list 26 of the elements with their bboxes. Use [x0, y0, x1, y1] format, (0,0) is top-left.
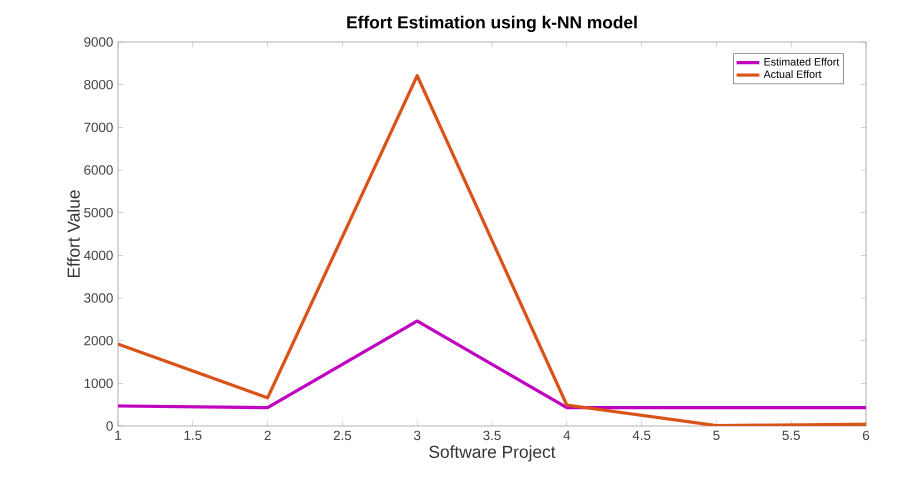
y-axis-title: Effort Value — [67, 190, 80, 278]
legend-label: Actual Effort — [764, 70, 822, 78]
y-tick-label: 1000 — [84, 378, 113, 388]
y-tick-label: 3000 — [84, 293, 113, 303]
x-tick-label: 6 — [862, 430, 870, 440]
y-tick-label: 0 — [106, 421, 113, 431]
x-tick-label: 5 — [713, 430, 720, 440]
y-tick-label: 5000 — [84, 208, 113, 218]
y-tick-label: 2000 — [84, 336, 113, 346]
chart-title: Effort Estimation using k-NN model — [347, 16, 637, 32]
y-tick-label: 7000 — [84, 122, 113, 132]
x-tick-label: 3 — [414, 430, 420, 440]
x-tick-label: 1 — [115, 430, 122, 440]
legend-label: Estimated Effort — [764, 58, 840, 66]
x-tick-label: 1.5 — [184, 430, 202, 440]
x-tick-label: 3.5 — [483, 430, 501, 440]
x-tick-label: 5.5 — [782, 430, 800, 440]
y-tick-label: 4000 — [84, 250, 113, 260]
x-axis-title: Software Project — [429, 445, 556, 462]
y-tick-label: 9000 — [84, 37, 113, 47]
x-tick-label: 2 — [264, 430, 271, 440]
x-tick-label: 4.5 — [632, 430, 650, 440]
x-tick-label: 4 — [563, 430, 570, 440]
x-tick-label: 2.5 — [334, 430, 352, 440]
y-tick-label: 6000 — [84, 165, 113, 175]
y-tick-label: 8000 — [84, 80, 113, 90]
